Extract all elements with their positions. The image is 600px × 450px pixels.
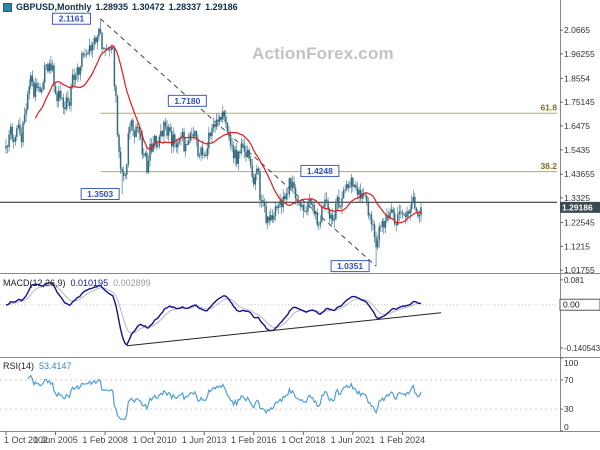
svg-text:1.6475: 1.6475 [564, 121, 590, 131]
ohlc-close: 1.29186 [205, 2, 238, 12]
watermark: ActionForex.com [252, 44, 394, 63]
svg-text:70: 70 [564, 375, 574, 385]
svg-text:38.2: 38.2 [540, 161, 557, 171]
macd-zero-box [559, 298, 600, 311]
rsi-title: RSI(14) 53.4147 [3, 361, 72, 371]
svg-text:2.1161: 2.1161 [59, 14, 85, 24]
rsi-value: 53.4147 [39, 361, 72, 371]
rsi-line [27, 374, 422, 421]
ohlc-open: 1.28935 [95, 2, 129, 12]
svg-text:1.1215: 1.1215 [564, 241, 590, 251]
svg-text:1.4248: 1.4248 [307, 166, 333, 176]
symbol-title: GBPUSD,Monthly 1.28935 1.30472 1.28337 1… [3, 2, 238, 12]
macd-label: MACD(12,26,9) [3, 278, 66, 288]
svg-text:1 Jun 2013: 1 Jun 2013 [182, 435, 227, 445]
svg-text:-0.140543: -0.140543 [564, 344, 600, 353]
price-axis[interactable]: 2.0665 1.96255 1.8554 1.75145 1.6475 1.5435 1.… [560, 25, 600, 275]
annotation-box[interactable] [300, 164, 340, 177]
svg-text:1 Oct 2002: 1 Oct 2002 [4, 435, 48, 445]
rsi-panel[interactable]: 100 70 30 0 [0, 357, 578, 432]
ohlc-high: 1.30472 [132, 2, 165, 12]
price-annotations[interactable]: 2.1161 1.7180 1.3503 1.4248 1.0351 [51, 12, 370, 273]
svg-text:1.3325: 1.3325 [564, 193, 590, 203]
symbol-icon [3, 2, 12, 12]
downtrend-line[interactable] [100, 18, 377, 267]
annotation-box[interactable] [330, 260, 370, 273]
fibonacci-retracement: 61.8 38.2 [100, 103, 557, 173]
macd-value-signal: 0.002899 [113, 278, 151, 288]
svg-text:1 Jun 2021: 1 Jun 2021 [331, 435, 376, 445]
svg-text:1.96255: 1.96255 [564, 49, 595, 59]
svg-text:1 Feb 2016: 1 Feb 2016 [231, 435, 277, 445]
svg-text:1.29186: 1.29186 [562, 202, 593, 212]
svg-text:1.75145: 1.75145 [564, 97, 595, 107]
svg-text:61.8: 61.8 [540, 103, 557, 113]
rsi-label: RSI(14) [3, 361, 35, 371]
svg-text:30: 30 [564, 404, 574, 414]
svg-text:2.0665: 2.0665 [564, 25, 590, 35]
svg-text:1 Feb 2024: 1 Feb 2024 [380, 435, 426, 445]
svg-text:1 Feb 2008: 1 Feb 2008 [82, 435, 128, 445]
macd-signal-line [5, 283, 422, 334]
ohlc-low: 1.28337 [168, 2, 202, 12]
svg-text:1.01755: 1.01755 [564, 265, 595, 275]
svg-text:0.081: 0.081 [564, 276, 585, 285]
candlesticks [5, 18, 422, 267]
symbol-timeframe: GBPUSD,Monthly [16, 2, 92, 12]
macd-title: MACD(12,26,9) 0.010195 0.002899 [3, 278, 151, 288]
svg-text:1.5435: 1.5435 [564, 145, 590, 155]
annotation-box[interactable] [80, 187, 120, 200]
annotation-box[interactable] [167, 94, 207, 107]
moving-average-line [34, 45, 422, 224]
annotation-box[interactable] [51, 12, 91, 25]
svg-text:1.22545: 1.22545 [564, 218, 595, 228]
macd-value-main: 0.010195 [70, 278, 109, 288]
svg-text:1.0351: 1.0351 [337, 261, 363, 271]
macd-panel[interactable]: 0.081 -0.140543 0.00 [0, 276, 600, 353]
price-panel[interactable]: 61.8 38.2 2.1161 1.7180 1.3503 1.4248 1.0351 [0, 12, 557, 273]
svg-text:1 Oct 2018: 1 Oct 2018 [281, 435, 325, 445]
svg-text:100: 100 [564, 358, 578, 368]
svg-text:1 Oct 2010: 1 Oct 2010 [133, 435, 177, 445]
svg-text:1.43655: 1.43655 [564, 169, 595, 179]
macd-trendline[interactable] [126, 312, 442, 347]
macd-main-line [5, 282, 422, 346]
svg-text:1.3503: 1.3503 [87, 189, 113, 199]
svg-text:1.7180: 1.7180 [174, 96, 200, 106]
panel-dividers [0, 0, 600, 432]
svg-text:0.00: 0.00 [563, 300, 580, 310]
current-price-box [560, 201, 600, 213]
svg-text:1 Jun 2005: 1 Jun 2005 [33, 435, 78, 445]
svg-text:0: 0 [564, 422, 569, 432]
svg-text:1.8554: 1.8554 [564, 73, 590, 83]
